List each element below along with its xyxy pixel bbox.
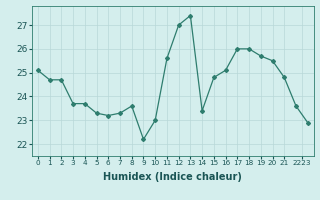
X-axis label: Humidex (Indice chaleur): Humidex (Indice chaleur) [103,172,242,182]
